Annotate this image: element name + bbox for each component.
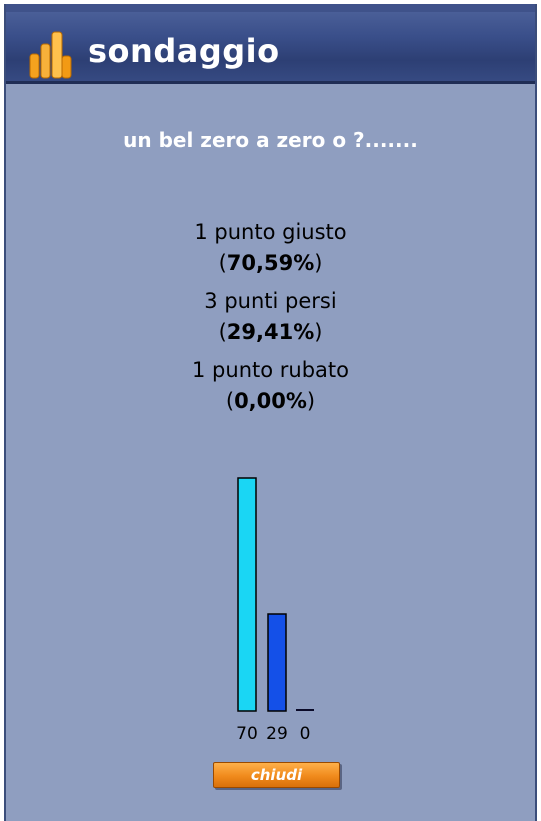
poll-results: 1 punto giusto (70,59%) 3 punti persi (2… [6,217,535,424]
poll-panel: sondaggio un bel zero a zero o ?....... … [4,4,537,821]
option-percent: (29,41%) [218,320,323,344]
option-percent-value: 0,00% [234,389,307,413]
poll-question: un bel zero a zero o ?....... [123,128,418,152]
option-label: 3 punti persi [204,289,337,313]
header-title: sondaggio [88,32,280,70]
header-top-strip [6,4,535,12]
option-percent-value: 29,41% [226,320,315,344]
option-percent-value: 70,59% [226,251,315,275]
option-label: 1 punto giusto [194,220,347,244]
option-percent: (70,59%) [218,251,323,275]
close-button[interactable]: chiudi [213,762,340,788]
option-label: 1 punto rubato [192,358,349,382]
poll-header: sondaggio [6,12,535,84]
option-percent: (0,00%) [225,389,316,413]
hand-poll-icon [29,31,72,79]
